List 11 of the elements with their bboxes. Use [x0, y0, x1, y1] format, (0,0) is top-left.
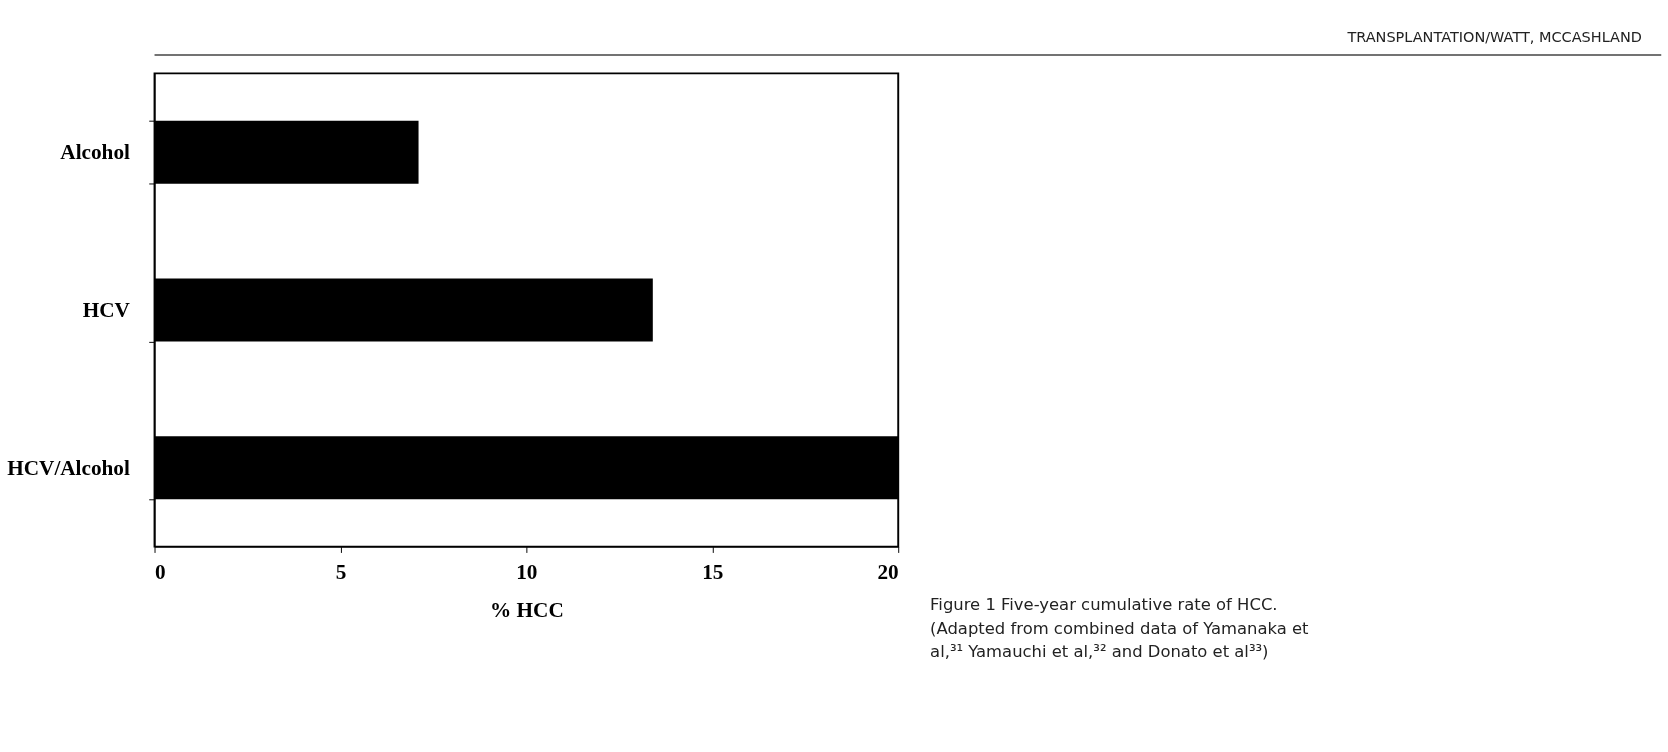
x-tick-label: 5: [335, 559, 347, 584]
x-tick-label: 0: [155, 559, 166, 584]
x-tick-label: 20: [877, 559, 899, 584]
y-tick-label: Alcohol: [60, 140, 130, 165]
y-tick-label: HCV: [82, 298, 131, 323]
caption: Figure 1 Five-year cumulative rate of HCC. (Adapted from combined data of Yamanaka et al,³¹ Yamauchi et al,³² and Donato et al³³): [930, 595, 1310, 661]
x-axis-title: % HCC: [490, 597, 564, 622]
x-tick-label: 15: [702, 559, 724, 584]
y-tick-label: HCV/Alcohol: [7, 456, 130, 480]
text: TRANSPLANTATION/WATT, MCCASHLAND: [1346, 28, 1642, 45]
x-tick-label: 10: [516, 559, 538, 584]
